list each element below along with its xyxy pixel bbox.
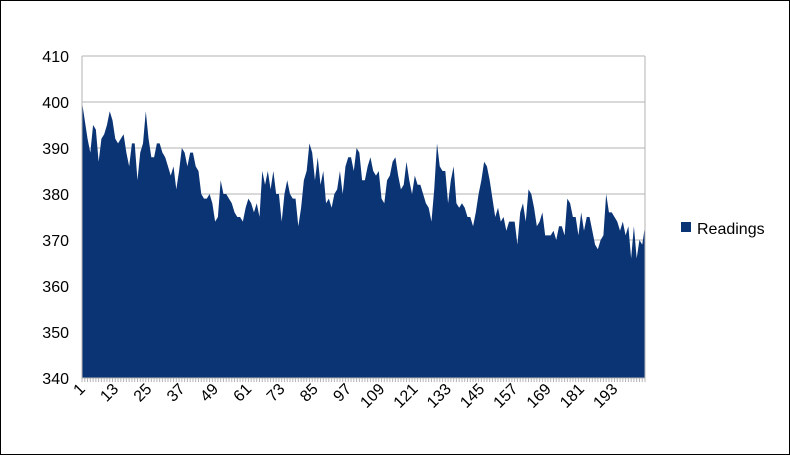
y-tick-label: 380 — [42, 187, 69, 204]
x-tick-label: 169 — [524, 381, 555, 412]
y-tick-label: 360 — [42, 279, 69, 296]
x-tick-label: 85 — [297, 381, 322, 406]
x-tick-label: 73 — [264, 381, 289, 406]
area-series-readings — [82, 102, 645, 378]
x-axis-tick-labels: 1 13 25 37 49 61 73 85 97 109 121 133 145 157 169 181 19… — [71, 381, 622, 412]
x-tick-label: 61 — [231, 381, 256, 406]
x-tick-label: 1 — [71, 381, 89, 399]
x-tick-label: 193 — [590, 381, 621, 412]
y-tick-label: 370 — [42, 233, 69, 250]
y-tick-label: 390 — [42, 141, 69, 158]
x-tick-label: 145 — [457, 381, 488, 412]
x-tick-label: 121 — [391, 381, 422, 412]
plot-area — [82, 102, 645, 378]
x-tick-label: 13 — [98, 381, 123, 406]
x-tick-label: 97 — [330, 381, 355, 406]
x-tick-label: 157 — [491, 381, 522, 412]
y-axis-tick-labels: 340 350 360 370 380 390 400 410 — [42, 49, 69, 388]
x-tick-label: 37 — [164, 381, 189, 406]
x-tick-label: 25 — [131, 381, 156, 406]
legend: Readings — [681, 221, 765, 238]
legend-swatch-readings — [681, 222, 691, 232]
x-tick-label: 181 — [557, 381, 588, 412]
x-tick-label: 49 — [197, 381, 222, 406]
y-tick-label: 400 — [42, 95, 69, 112]
axes — [81, 56, 646, 382]
y-tick-label: 350 — [42, 325, 69, 342]
x-tick-label: 133 — [424, 381, 455, 412]
y-tick-label: 340 — [42, 371, 69, 388]
legend-label-readings: Readings — [697, 221, 765, 238]
y-tick-label: 410 — [42, 49, 69, 66]
x-tick-label: 109 — [357, 381, 388, 412]
